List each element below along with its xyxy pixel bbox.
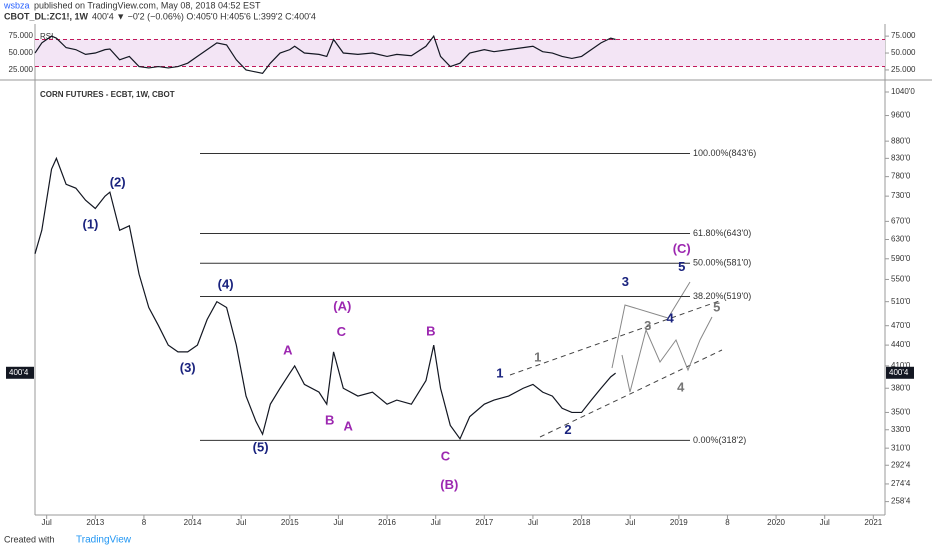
y-tick-label: 550'0 xyxy=(891,275,911,284)
x-tick-label: 8 xyxy=(725,518,730,527)
wave-label: (4) xyxy=(218,276,234,291)
y-tick-label: 274'4 xyxy=(891,479,911,488)
y-tick-label: 510'0 xyxy=(891,297,911,306)
y-tick-label: 50.000 xyxy=(891,48,916,57)
wave-label: 3 xyxy=(644,318,651,333)
wave-label: 4 xyxy=(677,380,685,395)
channel-upper xyxy=(509,299,723,376)
y-tick-label: 830'0 xyxy=(891,153,911,162)
fib-label: 61.80%(643'0) xyxy=(693,228,751,238)
wave-label: 2 xyxy=(564,422,571,437)
last-price-tag xyxy=(886,366,914,379)
wave-label: 1 xyxy=(534,350,541,365)
wave-label: 5 xyxy=(678,259,685,274)
y-tick-label: 330'0 xyxy=(891,425,911,434)
wave-label: 5 xyxy=(713,300,720,315)
y-tick-label-left: 75.000 xyxy=(9,31,34,40)
y-tick-label: 410'0 xyxy=(891,361,911,370)
projections xyxy=(509,281,723,438)
channel-lower xyxy=(539,349,723,438)
wave-label: (1) xyxy=(82,216,98,231)
y-tick-label: 730'0 xyxy=(891,191,911,200)
price-line xyxy=(34,34,616,74)
wave-label: 1 xyxy=(496,365,503,380)
y-tick-label: 590'0 xyxy=(891,254,911,263)
wave-label: (B) xyxy=(440,477,458,492)
x-tick-label: Jul xyxy=(528,518,538,527)
last-price-tag-left xyxy=(6,366,34,379)
wave-label: B xyxy=(325,412,334,427)
footer-brand[interactable]: TradingView xyxy=(76,535,132,546)
x-tick-label: 2017 xyxy=(475,518,493,527)
wave-label: A xyxy=(343,419,353,434)
wave-label: B xyxy=(426,323,435,338)
x-tick-label: 2013 xyxy=(86,518,104,527)
x-tick-label: 2014 xyxy=(184,518,202,527)
y-tick-label: 75.000 xyxy=(891,31,916,40)
y-tick-label: 780'0 xyxy=(891,172,911,181)
y-tick-label: 470'0 xyxy=(891,321,911,330)
published: published on TradingView.com, May 08, 20… xyxy=(34,0,261,10)
x-tick-label: 2021 xyxy=(864,518,882,527)
x-tick-label: 2015 xyxy=(281,518,299,527)
quote: 400'4 ▼ −0'2 (−0.06%) O:405'0 H:405'6 L:… xyxy=(92,11,316,21)
y-tick-label: 380'0 xyxy=(891,383,911,392)
x-tick-label: Jul xyxy=(333,518,343,527)
rsi-title: RSI xyxy=(40,32,53,41)
wave-label: (A) xyxy=(333,298,351,313)
last-price-label-left: 400'4 xyxy=(9,368,29,377)
wave-label: (3) xyxy=(180,360,196,375)
wave-label: A xyxy=(283,343,293,358)
y-tick-label: 440'0 xyxy=(891,340,911,349)
x-tick-label: 2018 xyxy=(573,518,591,527)
wave-label: (C) xyxy=(673,241,691,256)
x-tick-label: Jul xyxy=(236,518,246,527)
x-tick-label: 2020 xyxy=(767,518,785,527)
author[interactable]: wsbza xyxy=(3,0,30,10)
y-tick-label: 630'0 xyxy=(891,235,911,244)
wave-label: (5) xyxy=(253,440,269,455)
x-tick-label: 2016 xyxy=(378,518,396,527)
wave-label: 4 xyxy=(666,310,674,325)
y-tick-label: 292'4 xyxy=(891,460,911,469)
fib-label: 0.00%(318'2) xyxy=(693,435,746,445)
y-tick-label: 960'0 xyxy=(891,111,911,120)
fib-label: 38.20%(519'0) xyxy=(693,291,751,301)
y-tick-label: 1040'0 xyxy=(891,87,915,96)
path-arrow xyxy=(611,281,691,369)
y-tick-label: 670'0 xyxy=(891,216,911,225)
wave-label: C xyxy=(337,324,347,339)
footer-created: Created with xyxy=(4,534,55,544)
chart-title: CORN FUTURES - ECBT, 1W, CBOT xyxy=(40,90,175,99)
fib-label: 50.00%(581'0) xyxy=(693,258,751,268)
y-tick-label: 258'4 xyxy=(891,497,911,506)
wave-label: 3 xyxy=(622,274,629,289)
y-tick-label: 25.000 xyxy=(891,65,916,74)
x-tick-label: 2019 xyxy=(670,518,688,527)
y-tick-label: 880'0 xyxy=(891,136,911,145)
x-tick-label: 8 xyxy=(142,518,147,527)
last-price-label: 400'4 xyxy=(889,368,909,377)
x-tick-label: Jul xyxy=(820,518,830,527)
y-tick-label-left: 25.000 xyxy=(9,65,34,74)
x-tick-label: Jul xyxy=(42,518,52,527)
wave-label: (2) xyxy=(110,175,126,190)
x-tick-label: Jul xyxy=(625,518,635,527)
price-line xyxy=(34,156,616,441)
path-arrow-alt xyxy=(621,316,713,393)
y-tick-label: 310'0 xyxy=(891,443,911,452)
y-tick-label-left: 50.000 xyxy=(9,48,34,57)
symbol: CBOT_DL:ZC1!, 1W xyxy=(4,11,89,21)
x-tick-label: Jul xyxy=(431,518,441,527)
wave-label: C xyxy=(441,448,451,463)
y-tick-label: 350'0 xyxy=(891,408,911,417)
rsi-band xyxy=(35,39,885,67)
fib-label: 100.00%(843'6) xyxy=(693,148,756,158)
